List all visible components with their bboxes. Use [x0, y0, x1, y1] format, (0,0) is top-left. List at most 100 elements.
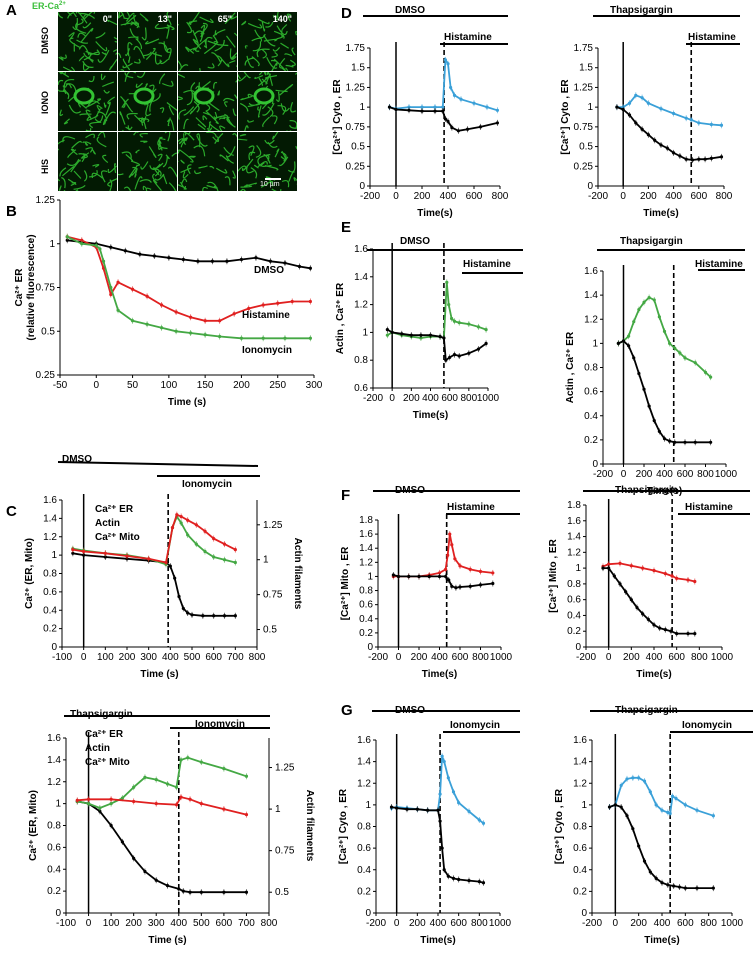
data-point: [437, 574, 442, 579]
er-network-texture: [238, 72, 297, 131]
data-point: [613, 803, 617, 807]
data-point: [437, 571, 442, 575]
micrograph-image: 65": [178, 12, 237, 71]
x-tick-label: 800: [249, 652, 266, 663]
er-network-texture: [58, 132, 117, 191]
data-point: [458, 585, 462, 589]
x-tick-label: -100: [56, 918, 76, 929]
x-tick-label: 100: [161, 380, 178, 391]
y-tick-label: 0.6: [47, 842, 61, 853]
x-tick-label: 700: [238, 918, 255, 929]
y2-tick-label: 1: [275, 804, 281, 815]
x-tick-label: 400: [654, 918, 671, 929]
data-point: [154, 777, 158, 782]
data-point: [693, 440, 697, 444]
data-point: [170, 525, 175, 530]
data-point: [674, 796, 678, 800]
y-tick-label: 0.8: [357, 822, 371, 833]
y-tick-label: 0.6: [354, 383, 368, 394]
series-line-actin: [386, 282, 487, 340]
data-point: [145, 294, 149, 298]
data-point: [212, 555, 216, 559]
data-point: [177, 594, 181, 599]
data-point: [268, 259, 273, 263]
data-point: [673, 346, 677, 350]
y-tick-label: 1: [49, 239, 55, 250]
data-point: [450, 126, 454, 130]
data-point: [244, 774, 249, 778]
y-tick-label: 1.4: [43, 513, 57, 524]
data-point: [457, 354, 461, 358]
x-tick-label: 400: [440, 191, 457, 202]
data-point: [181, 889, 185, 893]
x-tick-label: 200: [125, 918, 142, 929]
y-tick-label: 1: [362, 327, 368, 338]
x-tick-label: 0: [389, 393, 395, 404]
panel-letter-e: E: [341, 219, 351, 236]
data-point: [244, 890, 249, 894]
data-point: [132, 856, 136, 860]
y-tick-label: 1.8: [567, 500, 581, 511]
data-point: [627, 344, 631, 348]
data-point: [210, 259, 214, 263]
x-tick-label: 400: [422, 393, 439, 404]
data-point: [625, 814, 629, 818]
data-point: [634, 121, 638, 125]
y-tick-label: 0.75: [574, 122, 594, 133]
data-point: [174, 803, 179, 807]
treatment-label: Thapsigargin: [70, 709, 133, 720]
treatment-label: Thapsigargin: [610, 5, 673, 16]
er-network-texture: [241, 12, 297, 71]
x-tick-label: 500: [193, 918, 210, 929]
x-tick-label: 200: [233, 380, 250, 391]
x-tick-label: 600: [466, 191, 483, 202]
x-axis-label: Time(s): [643, 208, 678, 219]
legend-label: Histamine: [242, 310, 290, 321]
data-point: [438, 334, 442, 339]
data-point: [173, 576, 177, 580]
data-point: [98, 247, 102, 251]
data-point: [120, 840, 124, 844]
y-tick-label: 1.4: [359, 543, 373, 554]
data-point: [186, 518, 190, 522]
y-tick-label: 1.6: [573, 735, 587, 746]
data-point: [190, 613, 194, 617]
y-tick-label: 0.25: [574, 161, 594, 172]
data-point: [147, 557, 151, 561]
chart-G1: -200 0 200 400 600 800 100000.20.40.60.811.21.…: [338, 702, 520, 946]
series-line-er: [616, 106, 722, 161]
data-point: [308, 336, 312, 340]
data-point: [627, 101, 632, 105]
time-label: 140": [272, 14, 292, 24]
x-tick-label: 200: [640, 191, 657, 202]
x-tick-label: 200: [411, 652, 428, 663]
data-point: [654, 803, 658, 807]
x-tick-label: 800: [716, 191, 733, 202]
data-point: [658, 626, 662, 630]
y-tick-label: 0.8: [359, 586, 373, 597]
data-point: [186, 611, 190, 615]
data-point: [654, 876, 658, 881]
data-point: [686, 578, 690, 582]
er-network-texture: [238, 132, 297, 191]
x-tick-label: 800: [261, 918, 278, 929]
data-point: [634, 93, 638, 97]
series-line-er: [393, 574, 493, 589]
data-point: [160, 326, 164, 330]
x-tick-label: -200: [360, 191, 380, 202]
x-tick-label: 700: [227, 652, 244, 663]
data-point: [203, 319, 207, 323]
data-point: [467, 322, 471, 326]
data-point: [454, 586, 458, 590]
y2-tick-label: 0.5: [263, 625, 277, 636]
time-label: 13": [157, 14, 172, 24]
x-tick-label: 800: [492, 191, 509, 202]
data-point: [65, 238, 69, 242]
data-point: [695, 886, 699, 890]
data-point: [663, 628, 667, 632]
data-point: [440, 754, 444, 758]
data-point: [405, 807, 409, 811]
x-tick-label: -50: [53, 380, 68, 391]
data-point: [693, 361, 697, 365]
y-tick-label: 1: [587, 102, 593, 113]
